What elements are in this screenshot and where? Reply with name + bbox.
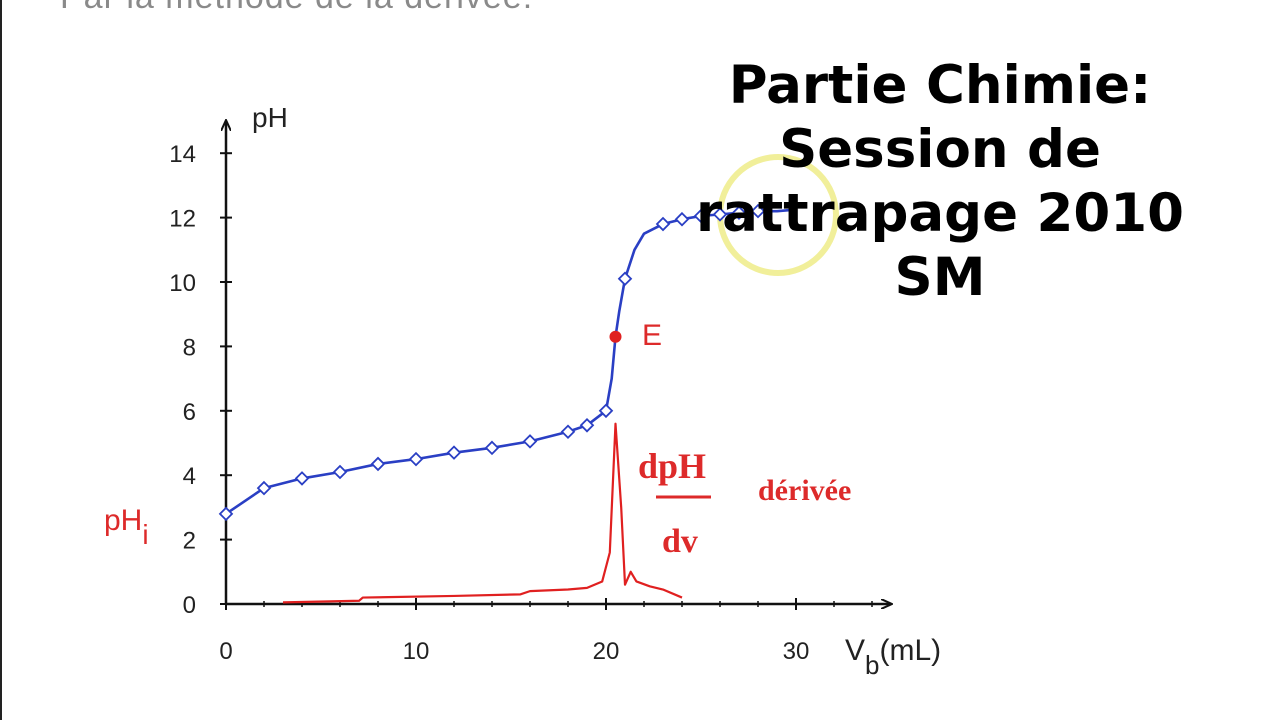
ph-initial-sub: i [142, 519, 148, 550]
ph-initial-main: pH [104, 504, 142, 537]
y-tick-label: 8 [183, 334, 196, 361]
equivalence-point [609, 330, 622, 343]
xlabel-sub: b [865, 650, 879, 680]
derivative-numerator: dpH [638, 446, 706, 486]
ph-data-point [408, 451, 424, 467]
y-tick-label: 0 [183, 592, 196, 619]
overlay-line-3: rattrapage 2010 [695, 183, 1185, 244]
derivative-text: dérivée [758, 474, 851, 507]
ph-data-point [218, 506, 234, 522]
x-tick-label: 20 [593, 638, 620, 665]
x-tick-label: 30 [783, 638, 810, 665]
ph-data-point [693, 208, 709, 224]
equivalence-label: E [642, 319, 662, 352]
ylabel: pH [252, 102, 288, 133]
xlabel-unit: (mL) [879, 634, 941, 667]
overlay-title: Partie Chimie: Session de rattrapage 201… [640, 54, 1240, 310]
ph-data-point [484, 440, 500, 456]
xlabel-main: V [845, 634, 865, 667]
ph-data-point [674, 211, 690, 227]
ph-data-point [522, 434, 538, 449]
y-tick-label: 2 [183, 528, 196, 555]
xlabel: Vb(mL) [845, 634, 941, 680]
ph-data-point [655, 216, 671, 232]
ph-data-point [446, 445, 462, 460]
derivative-denominator: dv [662, 523, 698, 560]
ph-data-point [712, 207, 728, 222]
ph-data-point [294, 471, 310, 486]
ph-data-point [731, 205, 747, 221]
ph-data-point [256, 480, 272, 496]
x-tick-label: 0 [219, 638, 232, 665]
y-tick-label: 10 [169, 270, 196, 297]
ph-data-point [750, 203, 766, 219]
overlay-line-1: Partie Chimie: [728, 55, 1152, 116]
y-tick-label: 14 [169, 141, 196, 168]
ph-initial-label: pHi [104, 504, 149, 550]
frame-border [0, 0, 2, 720]
overlay-line-2: Session de [779, 119, 1101, 180]
cut-off-title: Par la méthode de la dérivée: [60, 0, 533, 17]
ph-data-point [370, 456, 386, 472]
y-tick-label: 4 [183, 463, 196, 490]
ph-data-point [560, 424, 576, 440]
x-tick-label: 10 [403, 638, 430, 665]
ph-data-point [579, 418, 595, 433]
ph-data-point [617, 271, 633, 287]
ph-data-point [598, 403, 614, 419]
overlay-line-4: SM [894, 247, 986, 308]
y-tick-label: 6 [183, 399, 196, 426]
ph-data-point [332, 464, 348, 480]
y-tick-label: 12 [169, 206, 196, 233]
derivative-curve [282, 422, 683, 604]
